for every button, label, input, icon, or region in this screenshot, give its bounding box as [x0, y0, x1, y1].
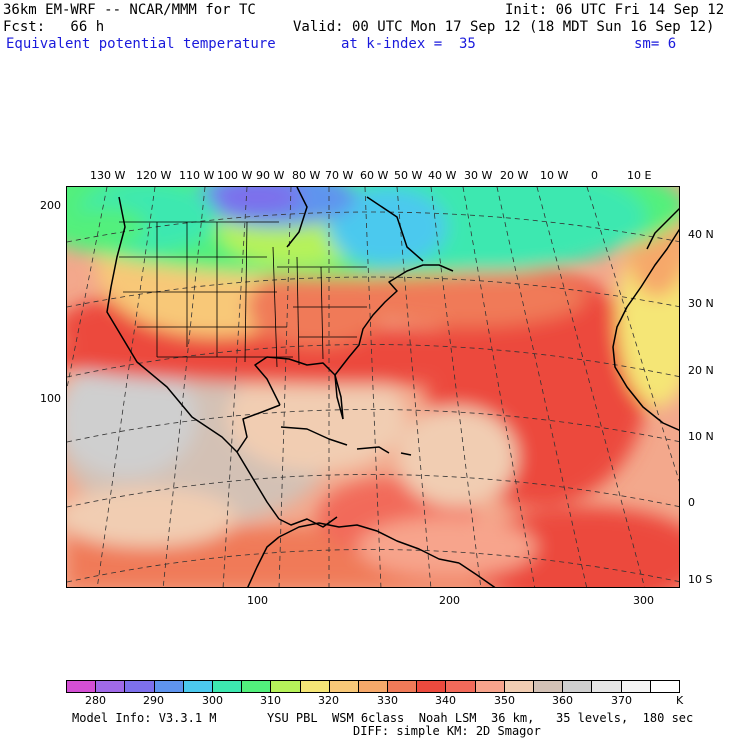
lat-label: 10 S [688, 573, 713, 586]
state-borders [119, 221, 367, 368]
lon-label: 130 W [90, 169, 126, 182]
lon-label: 30 W [464, 169, 493, 182]
coastlines [106, 187, 679, 587]
legend-swatch [475, 681, 505, 692]
legend-swatch [212, 681, 243, 692]
legend-tick-label: 360 [552, 694, 573, 707]
lat-label: 30 N [688, 297, 714, 310]
lon-label: 10 E [627, 169, 652, 182]
init-time: Init: 06 UTC Fri 14 Sep 12 [505, 2, 725, 18]
lon-label: 100 W [217, 169, 253, 182]
legend-swatch [592, 681, 622, 692]
lat-label: 40 N [688, 228, 714, 241]
lat-label: 0 [688, 496, 695, 509]
lon-label: 50 W [394, 169, 423, 182]
legend-tick-label: 370 [611, 694, 632, 707]
lon-label: 110 W [179, 169, 215, 182]
legend-tick-label: 300 [202, 694, 223, 707]
legend-swatch [388, 681, 418, 692]
grid-x-label: 300 [633, 594, 654, 607]
physics-info: YSU PBL WSM 6class Noah LSM 36 km, 35 le… [267, 711, 694, 725]
diffusion-info: DIFF: simple KM: 2D Smagor [353, 724, 541, 738]
lat-label: 20 N [688, 364, 714, 377]
legend-unit-label: K [676, 694, 684, 707]
legend-swatch [417, 681, 447, 692]
legend-tick-label: 330 [377, 694, 398, 707]
lat-label: 10 N [688, 430, 714, 443]
level-index: at k-index = 35 [341, 36, 476, 52]
lon-label: 70 W [325, 169, 354, 182]
lon-label: 10 W [540, 169, 569, 182]
grid-y-label: 100 [40, 392, 61, 405]
lon-label: 90 W [256, 169, 285, 182]
model-info: Model Info: V3.3.1 M [72, 711, 217, 725]
legend-tick-label: 310 [260, 694, 281, 707]
field-shading [67, 187, 679, 587]
lon-label: 20 W [500, 169, 529, 182]
color-scale [66, 680, 680, 693]
grid-x-label: 200 [439, 594, 460, 607]
forecast-hour: Fcst: 66 h [3, 19, 105, 35]
lon-label: 80 W [292, 169, 321, 182]
lon-label: 40 W [428, 169, 457, 182]
legend-swatch [329, 681, 359, 692]
legend-swatch [154, 681, 184, 692]
map-canvas [67, 187, 679, 587]
legend-swatch [504, 681, 534, 692]
legend-swatch [621, 681, 651, 692]
legend-swatch [67, 681, 97, 692]
legend-swatch [650, 681, 679, 692]
legend-tick-label: 340 [435, 694, 456, 707]
lon-label: 60 W [360, 169, 389, 182]
grid-y-label: 200 [40, 199, 61, 212]
legend-swatch [563, 681, 593, 692]
smoothing-value: sm= 6 [634, 36, 677, 52]
legend-tick-label: 290 [143, 694, 164, 707]
grid-x-label: 100 [247, 594, 268, 607]
lon-label: 120 W [136, 169, 172, 182]
legend-tick-label: 280 [85, 694, 106, 707]
graticule [67, 187, 679, 587]
legend-swatch [446, 681, 476, 692]
lon-label: 0 [591, 169, 598, 182]
legend-tick-label: 320 [318, 694, 339, 707]
field-name: Equivalent potential temperature [6, 36, 276, 52]
legend-tick-label: 350 [494, 694, 515, 707]
legend-swatch [271, 681, 301, 692]
legend-swatch [183, 681, 213, 692]
valid-time: Valid: 00 UTC Mon 17 Sep 12 (18 MDT Sun … [293, 19, 715, 35]
legend-swatch [300, 681, 330, 692]
legend-swatch [96, 681, 126, 692]
legend-swatch [358, 681, 389, 692]
legend-swatch [125, 681, 155, 692]
legend-swatch [534, 681, 564, 692]
theta-e-map [66, 186, 680, 588]
model-title: 36km EM-WRF -- NCAR/MMM for TC [3, 2, 256, 18]
legend-swatch [242, 681, 272, 692]
